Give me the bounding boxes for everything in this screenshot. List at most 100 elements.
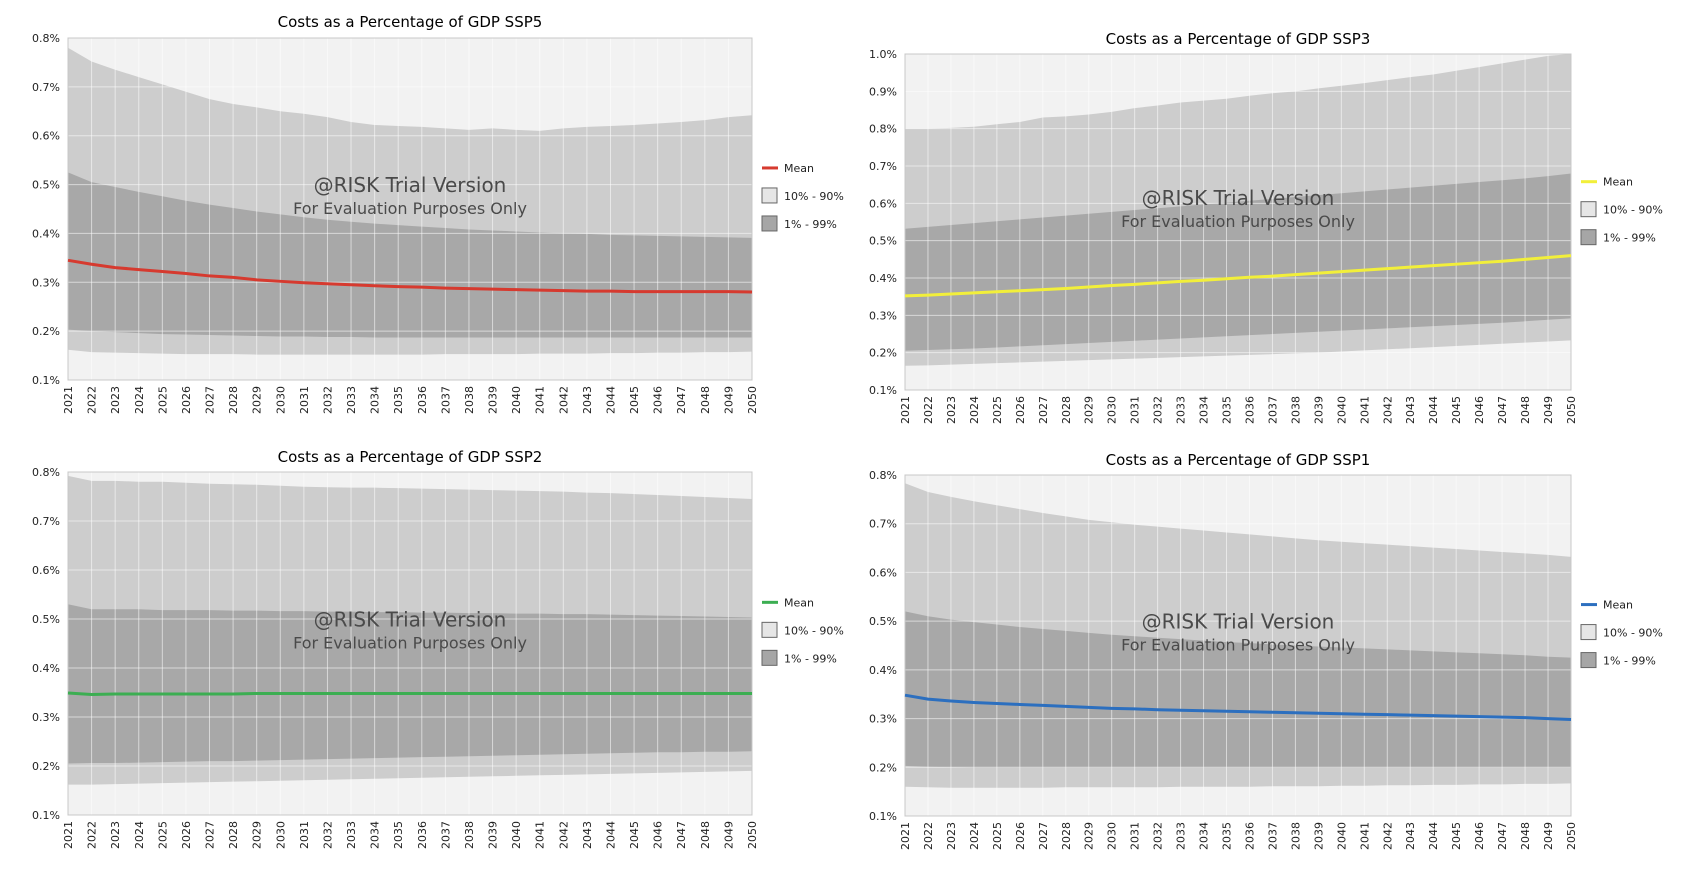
x-tick-label: 2026 <box>180 386 193 414</box>
x-tick-label: 2038 <box>1289 822 1302 850</box>
x-tick-label: 2043 <box>581 821 594 849</box>
legend-1-99-label: 1% - 99% <box>784 652 837 665</box>
chart-ssp1: Costs as a Percentage of GDP SSP1 0.1% 0.2… <box>842 440 1684 880</box>
x-tick-label: 2029 <box>1083 396 1096 424</box>
legend-mean-label: Mean <box>1603 599 1633 612</box>
plot-border <box>904 474 1572 817</box>
legend-mean-label: Mean <box>784 596 814 609</box>
y-tick-label: 0.3% <box>32 711 60 724</box>
legend-1-99-swatch <box>761 649 778 666</box>
x-tick-label: 2042 <box>557 386 570 414</box>
x-tick-label: 2021 <box>62 821 75 849</box>
y-tick-label: 0.8% <box>32 32 60 45</box>
watermark-line2: For Evaluation Purposes Only <box>1121 635 1355 654</box>
x-tick-label: 2045 <box>1450 822 1463 850</box>
x-tick-label: 2042 <box>557 821 570 849</box>
legend-10-90-swatch <box>761 621 778 638</box>
x-tick-label: 2046 <box>652 386 665 414</box>
watermark-line1: @RISK Trial Version <box>314 173 507 197</box>
x-tick-label: 2026 <box>1014 822 1027 850</box>
y-tick-label: 0.7% <box>32 515 60 528</box>
y-tick-label: 0.5% <box>869 235 897 248</box>
y-tick-label: 0.2% <box>869 347 897 360</box>
x-tick-label: 2043 <box>1404 396 1417 424</box>
x-tick-label: 2042 <box>1381 822 1394 850</box>
x-tick-label: 2028 <box>227 821 240 849</box>
x-tick-label: 2050 <box>1565 396 1578 424</box>
x-tick-label: 2041 <box>1358 822 1371 850</box>
legend-mean-label: Mean <box>784 162 814 175</box>
x-tick-label: 2041 <box>534 386 547 414</box>
x-tick-label: 2036 <box>416 386 429 414</box>
chart-svg: Costs as a Percentage of GDP SSP1 0.1% 0.2… <box>869 451 1663 850</box>
x-tick-label: 2023 <box>945 822 958 850</box>
x-tick-label: 2032 <box>1152 822 1165 850</box>
chart-ssp2: Costs as a Percentage of GDP SSP2 0.1% 0.2… <box>0 440 844 880</box>
x-tick-label: 2048 <box>1519 822 1532 850</box>
legend-10-90-swatch <box>1580 624 1597 641</box>
y-tick-label: 0.4% <box>869 272 897 285</box>
x-tick-label: 2029 <box>1083 822 1096 850</box>
x-tick-label: 2028 <box>227 386 240 414</box>
x-tick-label: 2049 <box>722 386 735 414</box>
y-tick-label: 0.2% <box>869 761 897 774</box>
y-tick-label: 0.1% <box>32 374 60 387</box>
legend-10-90-label: 10% - 90% <box>784 190 844 203</box>
x-tick-label: 2041 <box>534 821 547 849</box>
y-tick-label: 0.1% <box>32 809 60 822</box>
x-tick-label: 2021 <box>62 386 75 414</box>
x-tick-label: 2023 <box>945 396 958 424</box>
x-tick-label: 2027 <box>204 821 217 849</box>
x-tick-label: 2049 <box>722 821 735 849</box>
x-tick-label: 2028 <box>1060 396 1073 424</box>
legend-1-99-swatch <box>761 215 778 232</box>
x-tick-label: 2023 <box>109 821 122 849</box>
y-tick-label: 0.4% <box>32 662 60 675</box>
y-tick-label: 0.8% <box>32 466 60 479</box>
legend-10-90-swatch <box>1580 201 1597 218</box>
x-tick-label: 2027 <box>1037 822 1050 850</box>
x-tick-label: 2045 <box>1450 396 1463 424</box>
y-tick-label: 0.5% <box>32 613 60 626</box>
x-tick-label: 2044 <box>604 821 617 849</box>
chart-svg: Costs as a Percentage of GDP SSP3 0.1% 0.2… <box>869 30 1663 424</box>
x-tick-label: 2047 <box>675 386 688 414</box>
legend-mean-label: Mean <box>1603 176 1633 189</box>
x-tick-label: 2025 <box>991 396 1004 424</box>
x-tick-label: 2022 <box>922 822 935 850</box>
y-tick-label: 0.8% <box>869 469 897 482</box>
x-tick-label: 2033 <box>345 821 358 849</box>
mean-line <box>67 691 752 696</box>
legend-1-99-label: 1% - 99% <box>784 218 837 231</box>
x-tick-label: 2022 <box>86 386 99 414</box>
chart-title: Costs as a Percentage of GDP SSP1 <box>1106 451 1371 469</box>
x-tick-label: 2032 <box>321 386 334 414</box>
y-tick-label: 0.6% <box>32 564 60 577</box>
x-tick-label: 2025 <box>156 386 169 414</box>
mean-line <box>67 258 753 294</box>
legend-1-99-label: 1% - 99% <box>1603 655 1656 668</box>
y-tick-label: 0.7% <box>869 160 897 173</box>
x-tick-label: 2040 <box>1335 822 1348 850</box>
x-tick-label: 2023 <box>109 386 122 414</box>
x-tick-label: 2033 <box>345 386 358 414</box>
x-tick-label: 2047 <box>675 821 688 849</box>
legend-1-99-swatch <box>1580 229 1597 246</box>
x-tick-label: 2044 <box>1427 396 1440 424</box>
x-tick-label: 2048 <box>1519 396 1532 424</box>
x-tick-label: 2034 <box>369 386 382 414</box>
plot-border <box>904 53 1572 391</box>
x-tick-label: 2025 <box>156 821 169 849</box>
x-tick-label: 2046 <box>652 821 665 849</box>
x-tick-label: 2037 <box>1266 396 1279 424</box>
x-tick-label: 2035 <box>392 386 405 414</box>
x-tick-label: 2029 <box>251 821 264 849</box>
legend-10-90-label: 10% - 90% <box>1603 627 1663 640</box>
x-tick-label: 2036 <box>416 821 429 849</box>
x-tick-label: 2022 <box>922 396 935 424</box>
x-tick-label: 2030 <box>274 821 287 849</box>
x-tick-label: 2031 <box>298 386 311 414</box>
x-tick-label: 2022 <box>86 821 99 849</box>
y-tick-label: 0.5% <box>32 179 60 192</box>
watermark-line2: For Evaluation Purposes Only <box>293 633 527 652</box>
